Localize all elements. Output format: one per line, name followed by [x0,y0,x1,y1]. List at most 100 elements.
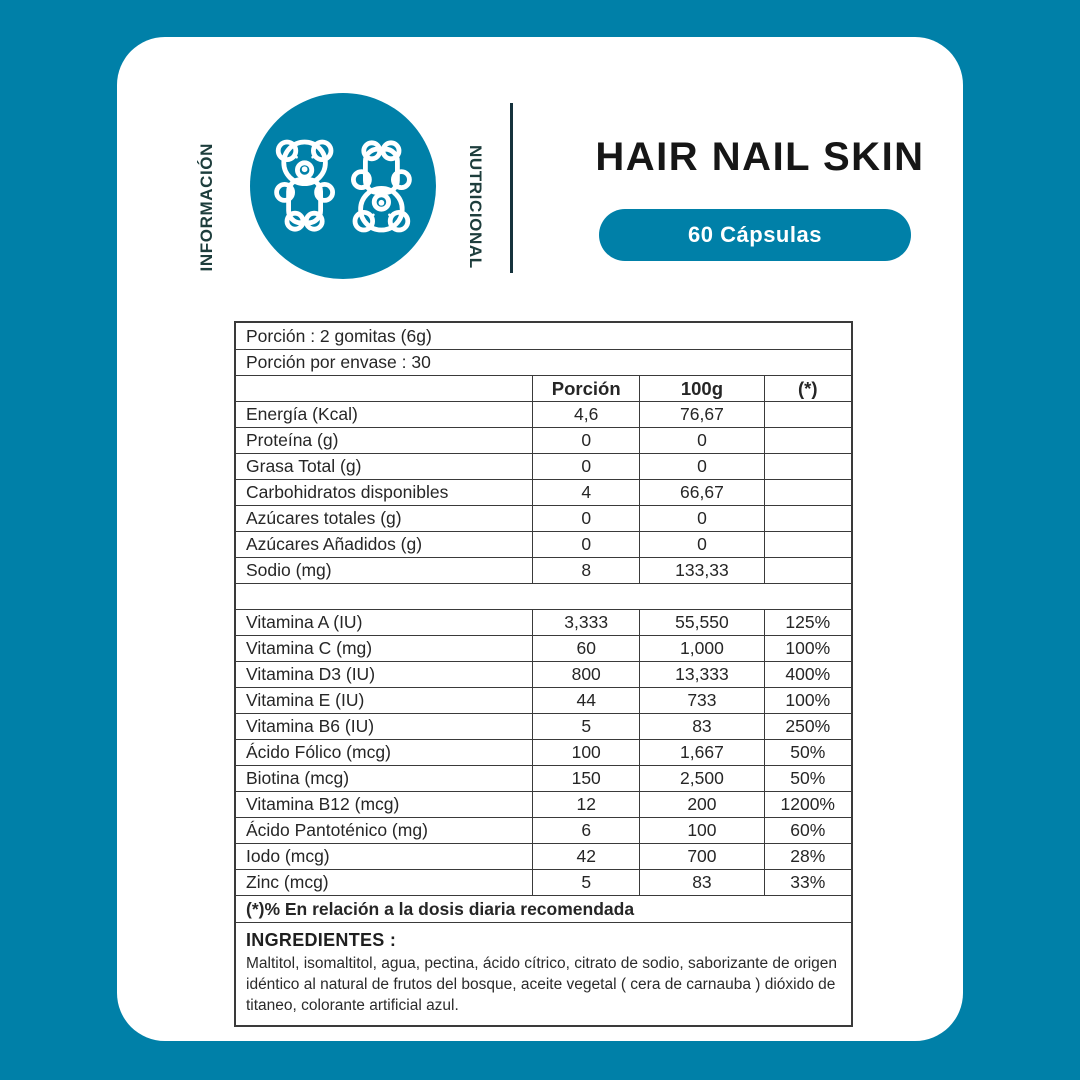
nutrient-row: Vitamina A (IU) 3,333 55,550 125% [236,609,851,635]
nutrient-row: Vitamina D3 (IU) 800 13,333 400% [236,661,851,687]
nutrient-porcion-value: 5 [532,870,639,895]
nutrient-dv-value [763,558,851,583]
nutrient-label: Energía (Kcal) [246,404,358,424]
nutrient-dv-value: 28% [763,844,851,869]
nutrition-table: Porción : 2 gomitas (6g) Porción por env… [234,321,853,1027]
nutrient-dv-value: 400% [763,662,851,687]
vitamin-rows-container: Vitamina A (IU) 3,333 55,550 125% Vitamina C… [236,609,851,895]
nutrient-row: Sodio (mg) 8 133,33 [236,557,851,583]
nutrient-row: Vitamina B12 (mcg) 12 200 1200% [236,791,851,817]
nutrient-porcion-value: 8 [532,558,639,583]
nutrient-100g-value: 2,500 [639,766,763,791]
nutrient-100g-value: 66,67 [639,480,763,505]
nutrient-100g-value: 700 [639,844,763,869]
nutrient-porcion-value: 0 [532,454,639,479]
nutrient-dv-value: 100% [763,688,851,713]
nutrient-label: Ácido Fólico (mcg) [246,742,391,762]
nutrient-100g-value: 1,000 [639,636,763,661]
nutrient-porcion-value: 150 [532,766,639,791]
nutrient-row: Biotina (mcg) 150 2,500 50% [236,765,851,791]
nutrient-label: Vitamina A (IU) [246,612,363,632]
nutrient-row: Carbohidratos disponibles 4 66,67 [236,479,851,505]
ingredients-section: INGREDIENTES : Maltitol, isomaltitol, ag… [236,922,851,1025]
column-header-dv: (*) [763,376,851,401]
nutrient-row: Ácido Pantoténico (mg) 6 100 60% [236,817,851,843]
nutrient-100g-value: 733 [639,688,763,713]
nutrient-100g-value: 1,667 [639,740,763,765]
nutrient-label: Vitamina B6 (IU) [246,716,375,736]
nutrient-porcion-value: 4,6 [532,402,639,427]
product-title: HAIR NAIL SKIN [595,135,925,179]
nutrient-row: Proteína (g) 0 0 [236,427,851,453]
nutrient-porcion-value: 0 [532,428,639,453]
nutrient-dv-value: 33% [763,870,851,895]
nutrient-dv-value [763,428,851,453]
nutrient-100g-value: 100 [639,818,763,843]
nutrient-row: Ácido Fólico (mcg) 100 1,667 50% [236,739,851,765]
nutrient-row: Energía (Kcal) 4,6 76,67 [236,401,851,427]
nutrient-label: Azúcares totales (g) [246,508,402,528]
nutrient-label: Ácido Pantoténico (mg) [246,820,428,840]
gummy-bears-icon [274,139,412,233]
nutrient-porcion-value: 42 [532,844,639,869]
nutrient-100g-value: 76,67 [639,402,763,427]
nutrient-dv-value: 1200% [763,792,851,817]
nutrient-100g-value: 55,550 [639,610,763,635]
nutrient-label: Iodo (mcg) [246,846,330,866]
nutrient-dv-value [763,506,851,531]
nutrient-row: Iodo (mcg) 42 700 28% [236,843,851,869]
nutrient-row: Azúcares Añadidos (g) 0 0 [236,531,851,557]
nutrient-dv-value: 50% [763,766,851,791]
nutrient-dv-value [763,532,851,557]
ingredients-text: Maltitol, isomaltitol, agua, pectina, ác… [246,955,838,1014]
section-spacer-row [236,583,851,609]
label-card: INFORMACIÓN [117,37,963,1041]
nutrient-label: Sodio (mg) [246,560,332,580]
macro-rows-container: Energía (Kcal) 4,6 76,67 Proteína (g) 0 0 Gras… [236,401,851,583]
nutrient-label: Vitamina D3 (IU) [246,664,376,684]
nutrient-100g-value: 83 [639,714,763,739]
capsule-count-text: 60 Cápsulas [688,222,822,247]
nutrient-dv-value [763,454,851,479]
nutrient-porcion-value: 60 [532,636,639,661]
nutrient-dv-value [763,480,851,505]
nutrient-100g-value: 0 [639,532,763,557]
vertical-label-informacion: INFORMACIÓN [187,112,227,302]
footnote-row: (*)% En relación a la dosis diaria recom… [236,895,851,922]
nutrient-dv-value: 50% [763,740,851,765]
footnote-text: (*)% En relación a la dosis diaria recom… [246,898,635,919]
nutrient-100g-value: 0 [639,428,763,453]
capsule-count-badge: 60 Cápsulas [599,209,911,261]
table-header-row: Porción 100g (*) [236,375,851,401]
column-header-blank [236,376,532,401]
nutrient-label: Proteína (g) [246,430,339,450]
nutrient-label: Azúcares Añadidos (g) [246,534,423,554]
nutrient-row: Grasa Total (g) 0 0 [236,453,851,479]
vertical-label-nutricional-text: NUTRICIONAL [466,145,485,269]
nutrient-porcion-value: 800 [532,662,639,687]
nutrient-porcion-value: 3,333 [532,610,639,635]
column-header-100g: 100g [639,376,763,401]
nutrient-porcion-value: 6 [532,818,639,843]
nutrient-100g-value: 83 [639,870,763,895]
nutrient-label: Vitamina B12 (mcg) [246,794,400,814]
nutrient-porcion-value: 0 [532,532,639,557]
nutrient-100g-value: 0 [639,454,763,479]
nutrient-row: Vitamina C (mg) 60 1,000 100% [236,635,851,661]
vertical-label-informacion-text: INFORMACIÓN [197,142,216,272]
nutrient-row: Vitamina B6 (IU) 5 83 250% [236,713,851,739]
servings-per-container-text: Porción por envase : 30 [246,352,431,372]
nutrient-row: Zinc (mcg) 5 83 33% [236,869,851,895]
nutrient-row: Azúcares totales (g) 0 0 [236,505,851,531]
vertical-label-nutricional: NUTRICIONAL [455,112,495,302]
nutrient-porcion-value: 12 [532,792,639,817]
nutrient-label: Zinc (mcg) [246,872,329,892]
nutrient-100g-value: 133,33 [639,558,763,583]
nutrient-dv-value: 250% [763,714,851,739]
header-divider [510,103,513,273]
nutrient-porcion-value: 4 [532,480,639,505]
nutrient-100g-value: 0 [639,506,763,531]
nutrient-porcion-value: 0 [532,506,639,531]
brand-logo-circle [250,93,436,279]
nutrient-label: Biotina (mcg) [246,768,350,788]
